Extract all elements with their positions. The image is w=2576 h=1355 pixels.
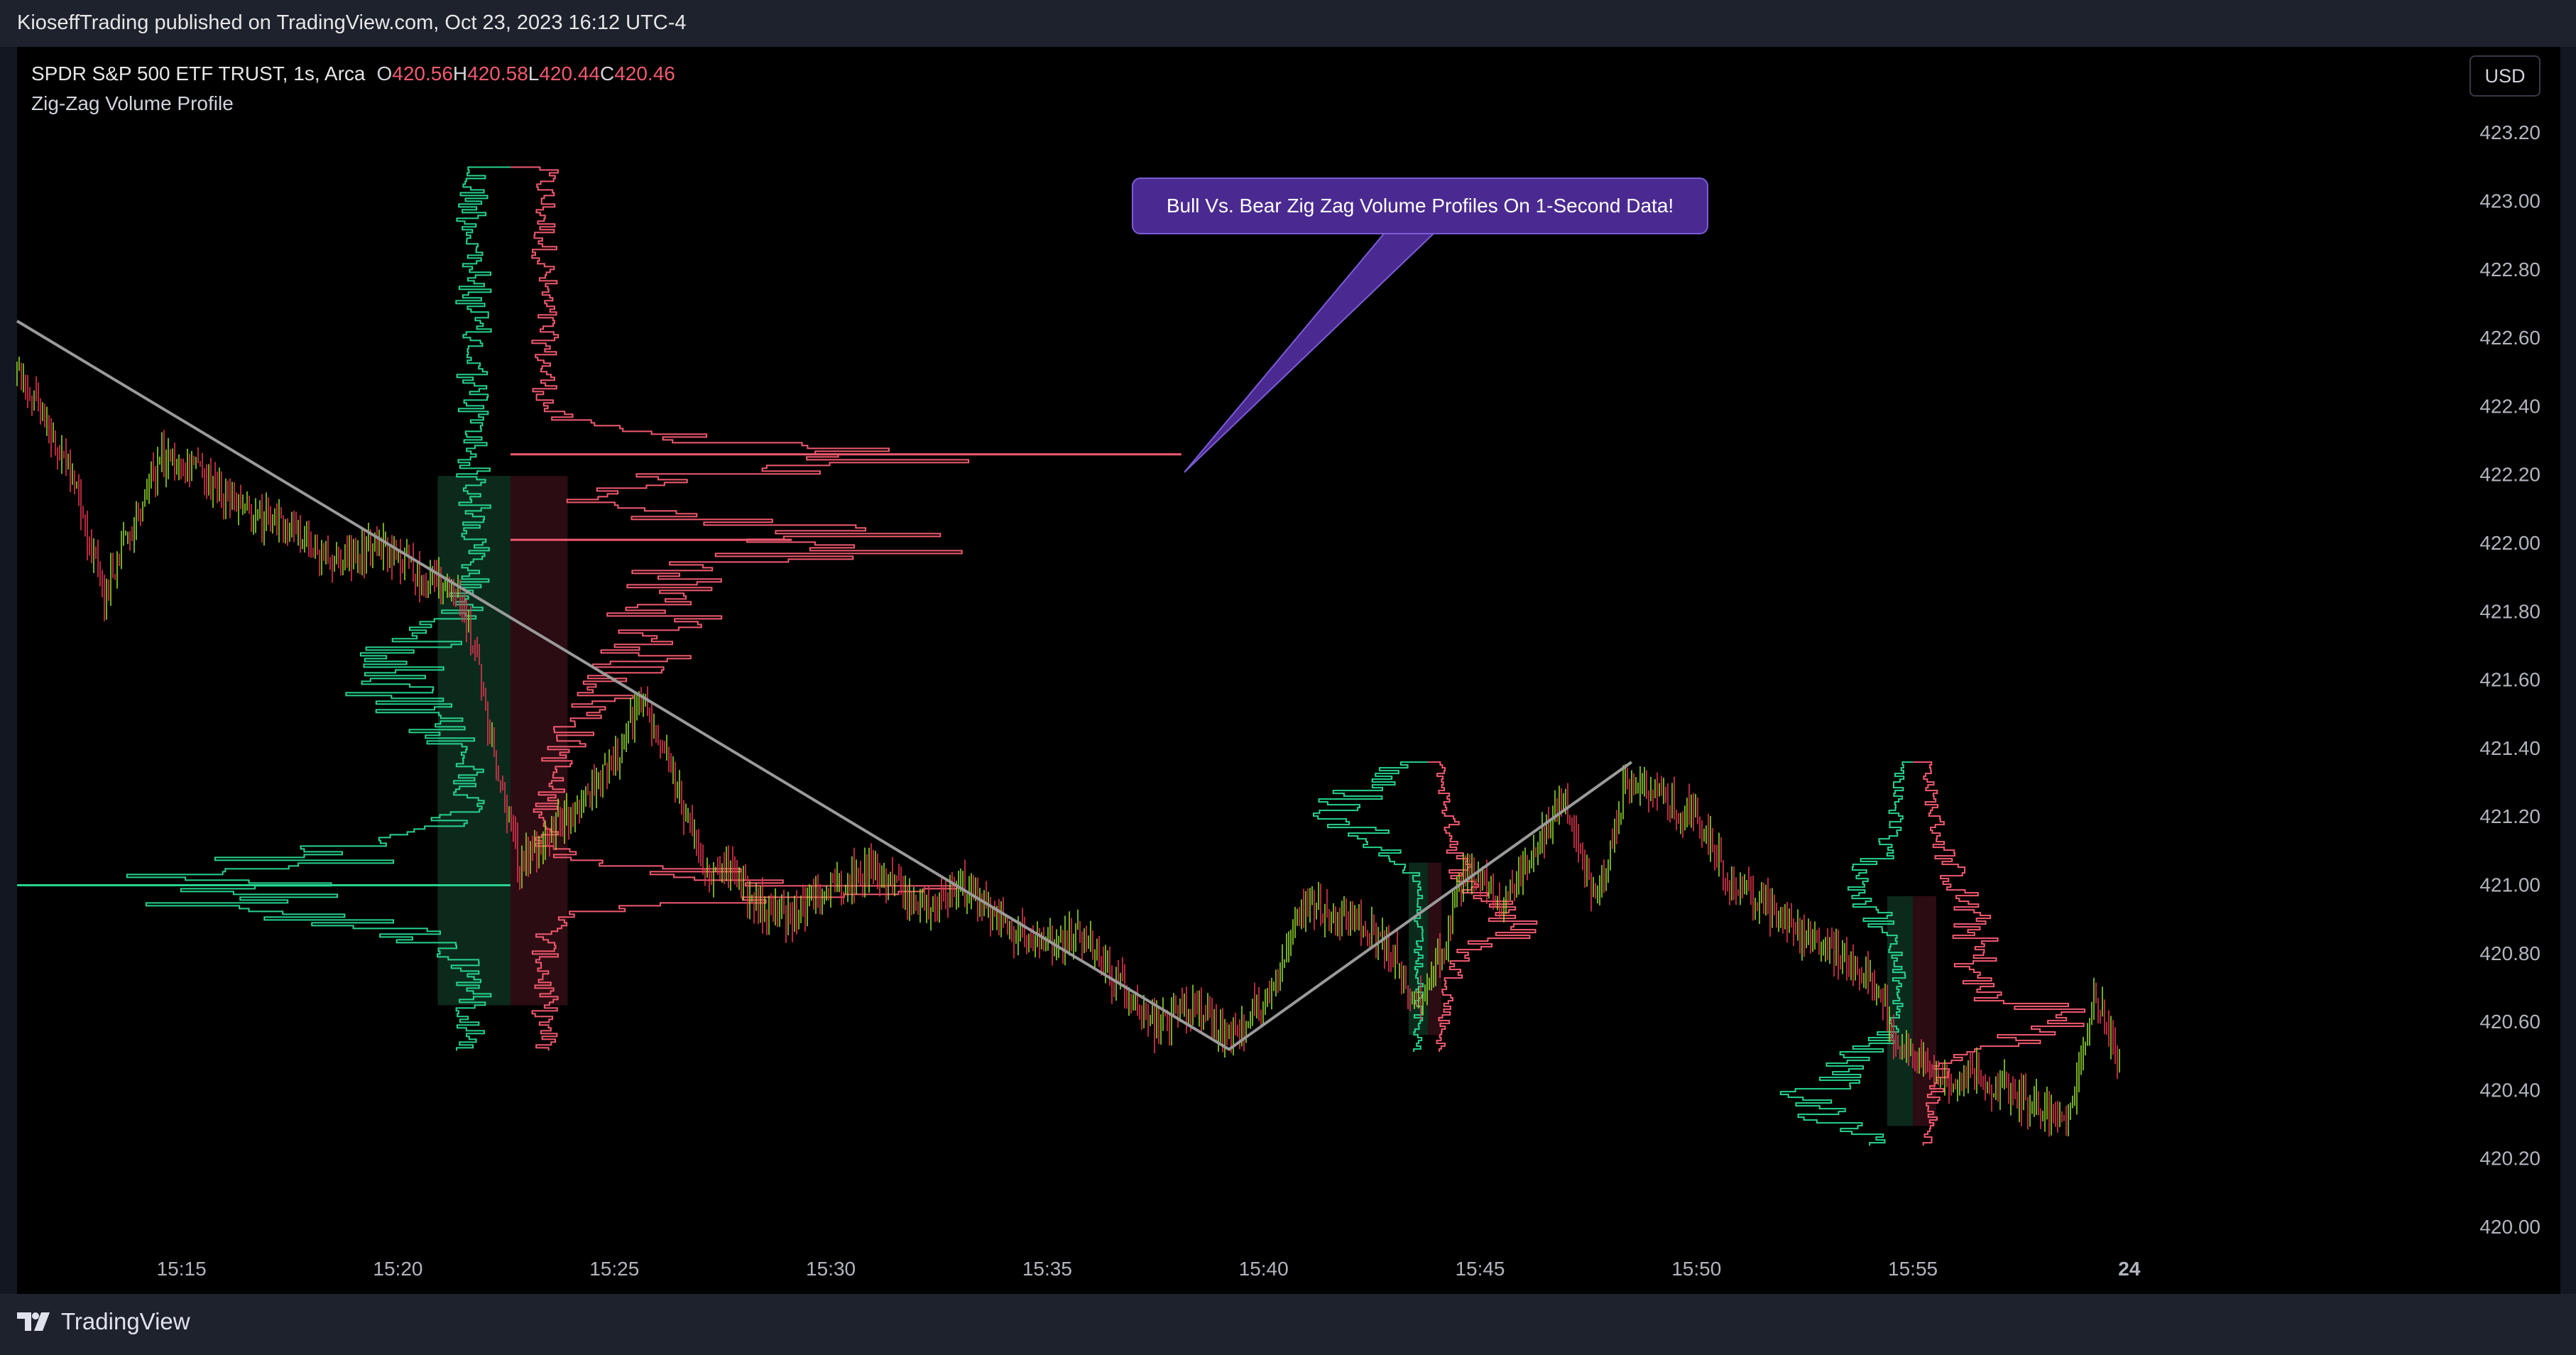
annotation-text: Bull Vs. Bear Zig Zag Volume Profiles On… <box>1166 195 1674 217</box>
profile-bull-histogram <box>1779 761 1914 1146</box>
price-candles <box>16 357 2120 1137</box>
close-value: 420.46 <box>614 62 675 85</box>
profile-bull-histogram <box>1313 761 1429 1052</box>
price-tick-label: 422.20 <box>2479 464 2540 486</box>
time-tick-label: 15:25 <box>589 1258 639 1280</box>
low-value: 420.44 <box>539 62 600 85</box>
symbol-title: SPDR S&P 500 ETF TRUST, 1s, Arca <box>31 62 366 85</box>
price-tick-label: 421.60 <box>2479 669 2540 691</box>
price-axis[interactable]: 423.20 423.00 422.80 422.60 422.40 422.20 422.… <box>2450 47 2560 1294</box>
low-label: L <box>528 62 540 85</box>
price-tick-label: 422.40 <box>2479 395 2540 417</box>
open-value: 420.56 <box>392 62 453 85</box>
chart-legend: SPDR S&P 500 ETF TRUST, 1s, Arca O420.56H… <box>31 62 675 85</box>
bottom-bar <box>0 1294 2576 1355</box>
zigzag-line <box>16 320 1633 1052</box>
profile-bear-histogram <box>1428 761 1538 1052</box>
price-axis-bg <box>2450 47 2560 1294</box>
close-label: C <box>599 62 615 85</box>
price-tick-label: 421.20 <box>2479 805 2540 827</box>
currency-button[interactable]: USD <box>2469 55 2540 97</box>
price-tick-label: 421.00 <box>2479 874 2540 896</box>
top-bar: KioseffTrading published on TradingView.… <box>0 0 2576 47</box>
price-tick-label: 421.80 <box>2479 600 2540 622</box>
price-tick-label: 420.80 <box>2479 942 2540 964</box>
time-tick-label: 15:35 <box>1022 1258 1072 1280</box>
open-label: O <box>376 62 393 85</box>
profile-bear-histogram <box>510 166 970 1051</box>
volume-profiles <box>17 166 2086 1146</box>
price-tick-label: 423.20 <box>2479 121 2540 143</box>
profile-bear-value-area <box>1913 896 1937 1126</box>
time-tick-label: 15:50 <box>1671 1258 1721 1280</box>
publisher-line: KioseffTrading published on TradingView.… <box>17 11 687 34</box>
high-label: H <box>452 62 468 85</box>
profile-bull-value-area <box>1409 862 1429 1035</box>
high-value: 420.58 <box>467 62 528 85</box>
time-tick-label: 15:55 <box>1888 1258 1938 1280</box>
indicator-name[interactable]: Zig-Zag Volume Profile <box>31 92 234 114</box>
price-tick-label: 421.40 <box>2479 737 2540 759</box>
price-tick-label: 422.60 <box>2479 327 2540 349</box>
time-tick-label: 15:45 <box>1455 1258 1505 1280</box>
time-tick-label: 15:30 <box>806 1258 856 1280</box>
zigzag-path <box>16 320 1633 1052</box>
price-tick-label: 420.00 <box>2479 1216 2540 1238</box>
profile-bull-histogram <box>126 166 511 1051</box>
tradingview-logo-icon <box>17 1312 50 1331</box>
time-axis[interactable]: 15:15 15:20 15:25 15:30 15:35 15:40 15:45 15:50… <box>157 1258 2141 1280</box>
annotation-callout[interactable]: Bull Vs. Bear Zig Zag Volume Profiles On… <box>1132 178 1708 234</box>
price-tick-label: 422.00 <box>2479 532 2540 554</box>
time-tick-label: 15:40 <box>1239 1258 1289 1280</box>
price-tick-label: 420.40 <box>2479 1079 2540 1101</box>
price-tick-label: 420.20 <box>2479 1148 2540 1170</box>
price-tick-label: 422.80 <box>2479 259 2540 281</box>
time-tick-label: 15:15 <box>157 1258 207 1280</box>
time-tick-label: 15:20 <box>373 1258 422 1280</box>
price-tick-label: 423.00 <box>2479 190 2540 212</box>
tradingview-brand: TradingView <box>61 1308 190 1334</box>
time-tick-label: 24 <box>2118 1258 2141 1280</box>
price-tick-label: 420.60 <box>2479 1011 2540 1033</box>
tradingview-logo[interactable]: TradingView <box>17 1308 190 1335</box>
